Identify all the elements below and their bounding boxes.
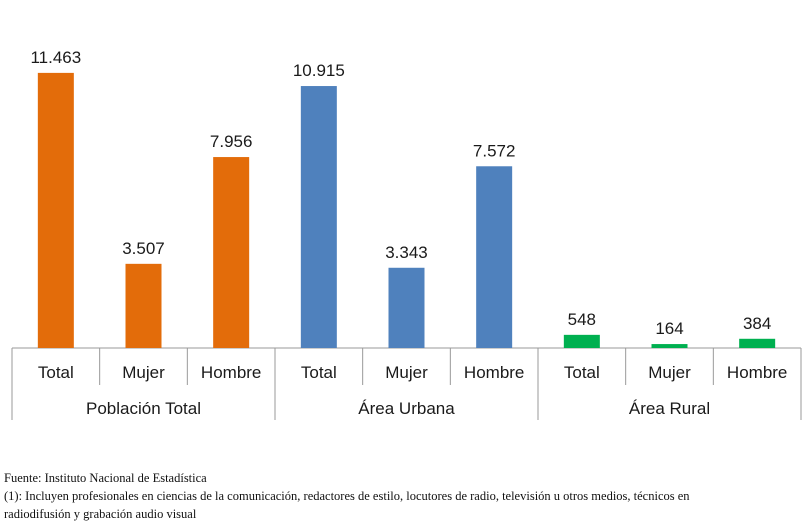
bar-área-urbana-mujer [388,267,425,348]
group-label: Área Urbana [358,399,455,418]
bar-área-urbana-total [300,86,337,348]
bar-área-rural-mujer [651,344,688,348]
category-label: Mujer [648,363,691,382]
data-label: 10.915 [293,61,345,80]
category-label: Total [38,363,74,382]
category-label: Hombre [201,363,261,382]
bar-población-total-hombre [213,157,250,348]
bar-área-rural-total [563,334,600,348]
data-label: 384 [743,314,771,333]
data-label: 3.343 [385,243,428,262]
group-label: Área Rural [629,399,710,418]
footnote-line-2: radiodifusión y grabación audio visual [4,507,197,521]
bar-área-rural-hombre [739,338,776,348]
category-label: Mujer [385,363,428,382]
data-label: 7.956 [210,132,253,151]
data-label: 11.463 [30,48,81,67]
data-label: 7.572 [473,141,516,160]
bar-área-urbana-hombre [476,166,513,348]
bar-chart: 11.463Total3.507Mujer7.956HombrePoblació… [11,48,802,420]
category-label: Total [301,363,337,382]
group-label: Población Total [86,399,201,418]
data-label: 3.507 [122,239,165,258]
category-label: Total [564,363,600,382]
bar-población-total-mujer [125,263,162,348]
category-label: Hombre [727,363,787,382]
category-label: Hombre [464,363,524,382]
source-note: Fuente: Instituto Nacional de Estadístic… [4,471,207,485]
bar-población-total-total [37,72,74,348]
footnote-line-1: (1): Incluyen profesionales en ciencias … [4,489,690,503]
data-label: 164 [655,319,683,338]
data-label: 548 [568,310,596,329]
category-label: Mujer [122,363,165,382]
